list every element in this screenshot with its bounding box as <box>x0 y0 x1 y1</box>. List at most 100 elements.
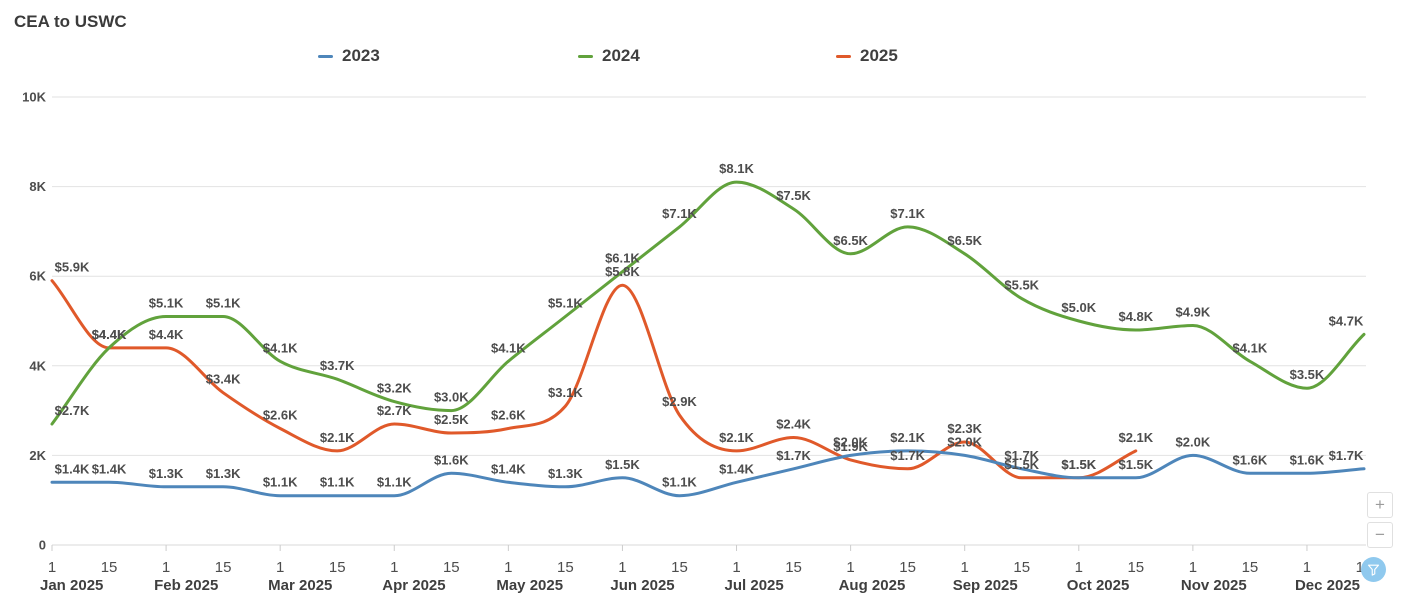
x-axis-month-label: Jan 2025 <box>40 577 103 594</box>
point-label-2025: $3.1K <box>548 385 583 400</box>
zoom-in-button[interactable]: + <box>1367 492 1393 518</box>
point-label-2023: $1.3K <box>206 466 241 481</box>
point-label-2023: $1.1K <box>263 475 298 490</box>
point-label-2023: $1.5K <box>1061 457 1096 472</box>
point-label-2025: $2.5K <box>434 412 469 427</box>
point-label-2025: $2.3K <box>947 421 982 436</box>
x-axis-day-label: 1 <box>618 559 626 576</box>
x-axis-day-label: 1 <box>961 559 969 576</box>
point-label-2025: $1.9K <box>833 439 868 454</box>
point-label-2024: $4.9K <box>1176 304 1211 319</box>
point-label-2023: $1.6K <box>1233 452 1268 467</box>
point-label-2023: $2.0K <box>833 434 868 449</box>
point-label-2024: $3.2K <box>377 381 412 396</box>
point-label-2024: $4.8K <box>1118 309 1153 324</box>
point-label-2024: $4.7K <box>1329 313 1364 328</box>
x-axis-month-label: Aug 2025 <box>839 577 906 594</box>
x-axis-day-label: 1 <box>504 559 512 576</box>
point-label-2024: $4.4K <box>92 327 127 342</box>
x-axis-day-label: 15 <box>1242 559 1259 576</box>
legend-label-2025: 2025 <box>860 46 898 65</box>
x-axis-day-label: 15 <box>1013 559 1030 576</box>
point-label-2024: $5.1K <box>149 296 184 311</box>
point-label-2024: $2.7K <box>55 403 90 418</box>
point-label-2025: $2.1K <box>320 430 355 445</box>
point-label-2023: $1.4K <box>719 461 754 476</box>
y-axis-tick-label: 6K <box>29 269 46 284</box>
y-axis-tick-label: 2K <box>29 448 46 463</box>
x-axis-month-label: Oct 2025 <box>1067 577 1130 594</box>
point-label-2023: $2.1K <box>890 430 925 445</box>
point-label-2024: $5.1K <box>548 296 583 311</box>
point-label-2023: $1.6K <box>434 452 469 467</box>
y-axis-tick-label: 4K <box>29 358 46 373</box>
point-label-2025: $5.8K <box>605 264 640 279</box>
y-axis-tick-label: 10K <box>22 90 46 105</box>
point-label-2024: $7.5K <box>776 188 811 203</box>
x-axis-day-label: 1 <box>1303 559 1311 576</box>
filter-button[interactable] <box>1361 557 1386 582</box>
point-label-2025: $4.4K <box>92 327 127 342</box>
legend-item-2024[interactable]: 2024 <box>578 46 640 66</box>
x-axis-day-label: 15 <box>785 559 802 576</box>
point-label-2023: $1.6K <box>1290 452 1325 467</box>
funnel-icon <box>1367 564 1380 576</box>
x-axis-day-label: 1 <box>390 559 398 576</box>
point-label-2023: $1.5K <box>605 457 640 472</box>
point-label-2025: $2.6K <box>263 408 298 423</box>
x-axis-day-label: 15 <box>443 559 460 576</box>
point-label-2024: $7.1K <box>662 206 697 221</box>
point-label-2025: $2.1K <box>1118 430 1153 445</box>
point-label-2025: $1.5K <box>1004 457 1039 472</box>
x-axis-month-label: Dec 2025 <box>1295 577 1360 594</box>
x-axis-month-label: Apr 2025 <box>382 577 445 594</box>
point-label-2025: $2.4K <box>776 416 811 431</box>
point-label-2025: $3.4K <box>206 372 241 387</box>
point-label-2025: $2.7K <box>377 403 412 418</box>
y-axis-tick-label: 8K <box>29 179 46 194</box>
point-label-2023: $1.1K <box>320 475 355 490</box>
point-label-2025: $2.1K <box>719 430 754 445</box>
zoom-out-button[interactable]: − <box>1367 522 1393 548</box>
point-label-2024: $8.1K <box>719 161 754 176</box>
x-axis-day-label: 1 <box>846 559 854 576</box>
chart-legend: 2023 2024 2025 <box>0 46 1416 70</box>
point-label-2023: $1.3K <box>149 466 184 481</box>
point-label-2024: $4.1K <box>263 340 298 355</box>
point-label-2025: $4.4K <box>149 327 184 342</box>
legend-label-2023: 2023 <box>342 46 380 65</box>
series-line-2025 <box>50 279 1138 480</box>
point-label-2023: $1.4K <box>491 461 526 476</box>
point-label-2025: $1.7K <box>890 448 925 463</box>
point-label-2023: $1.3K <box>548 466 583 481</box>
point-label-2023: $1.7K <box>1329 448 1364 463</box>
point-label-2023: $1.4K <box>92 461 127 476</box>
point-label-2024: $4.1K <box>1233 340 1268 355</box>
x-axis-day-label: 15 <box>557 559 574 576</box>
x-axis-day-label: 1 <box>732 559 740 576</box>
x-axis-day-label: 1 <box>162 559 170 576</box>
series-line-2023 <box>50 449 1366 498</box>
point-label-2024: $5.0K <box>1061 300 1096 315</box>
y-axis-tick-label: 0 <box>39 538 46 553</box>
point-label-2025: $1.5K <box>1061 457 1096 472</box>
point-label-2024: $6.5K <box>947 233 982 248</box>
point-label-2024: $3.7K <box>320 358 355 373</box>
x-axis-month-label: Jun 2025 <box>610 577 674 594</box>
point-label-2023: $1.7K <box>776 448 811 463</box>
legend-label-2024: 2024 <box>602 46 640 65</box>
legend-item-2025[interactable]: 2025 <box>836 46 898 66</box>
x-axis-day-label: 15 <box>1127 559 1144 576</box>
legend-dash-2023-icon <box>318 54 333 58</box>
legend-item-2023[interactable]: 2023 <box>318 46 380 66</box>
point-label-2024: $7.1K <box>890 206 925 221</box>
point-label-2025: $2.6K <box>491 408 526 423</box>
x-axis-day-label: 1 <box>48 559 56 576</box>
page-title: CEA to USWC <box>14 12 127 31</box>
point-label-2023: $1.7K <box>1004 448 1039 463</box>
point-label-2025: $5.9K <box>55 260 90 275</box>
x-axis-day-label: 1 <box>1075 559 1083 576</box>
x-axis-month-label: Mar 2025 <box>268 577 332 594</box>
x-axis-month-label: May 2025 <box>496 577 563 594</box>
